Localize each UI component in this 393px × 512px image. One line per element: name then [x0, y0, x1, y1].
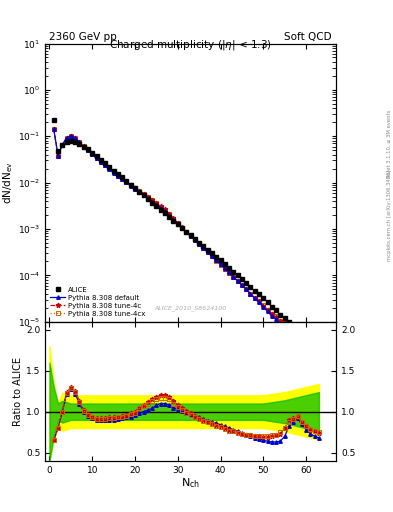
- Y-axis label: Ratio to ALICE: Ratio to ALICE: [13, 357, 23, 426]
- Text: ALICE_2010_S8624100: ALICE_2010_S8624100: [154, 305, 227, 311]
- X-axis label: N$_{\rm ch}$: N$_{\rm ch}$: [181, 476, 200, 490]
- Text: 2360 GeV pp: 2360 GeV pp: [49, 32, 117, 42]
- Text: Rivet 3.1.10, ≥ 3M events: Rivet 3.1.10, ≥ 3M events: [387, 109, 392, 178]
- Y-axis label: dN/dN$_{\rm ev}$: dN/dN$_{\rm ev}$: [1, 161, 15, 204]
- Text: Soft QCD: Soft QCD: [285, 32, 332, 42]
- Text: mcplots.cern.ch [arXiv:1306.3436]: mcplots.cern.ch [arXiv:1306.3436]: [387, 169, 392, 261]
- Legend: ALICE, Pythia 8.308 default, Pythia 8.308 tune-4c, Pythia 8.308 tune-4cx: ALICE, Pythia 8.308 default, Pythia 8.30…: [49, 285, 147, 318]
- Title: Charged multiplicity (|$\eta$| < 1.3): Charged multiplicity (|$\eta$| < 1.3): [109, 38, 272, 52]
